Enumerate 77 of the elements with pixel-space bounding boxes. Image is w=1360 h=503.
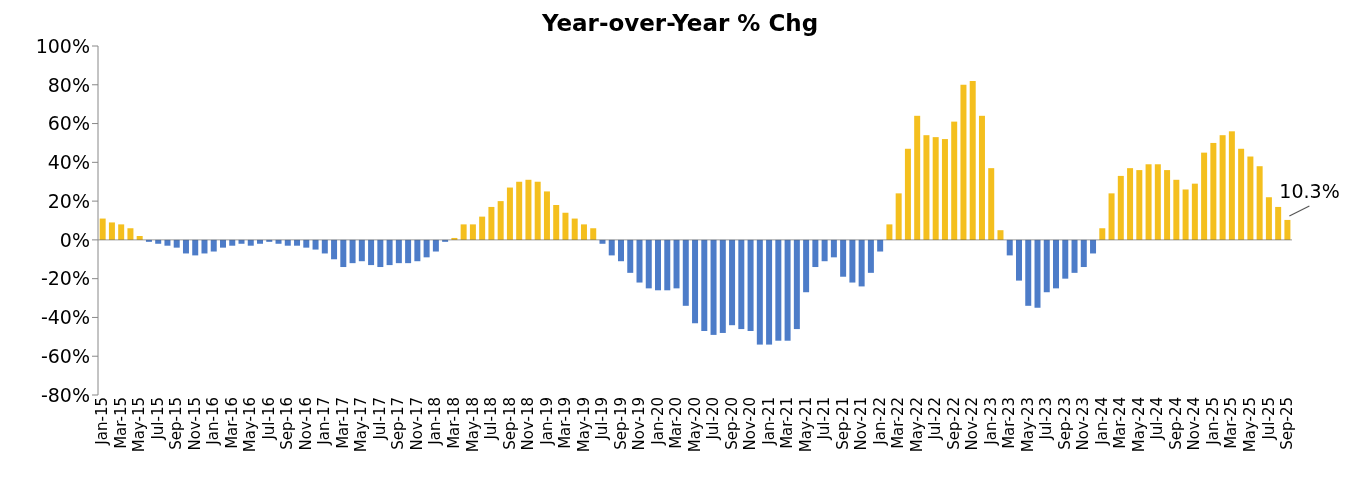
x-tick-label: Jan-19 xyxy=(537,397,556,446)
x-tick-label: May-19 xyxy=(574,397,593,453)
chart-title: Year-over-Year % Chg xyxy=(541,10,819,36)
x-tick-label: May-24 xyxy=(1129,397,1148,453)
x-tick-label: Jan-18 xyxy=(426,397,445,446)
x-tick-label: Sep-23 xyxy=(1055,397,1074,450)
x-tick-label: Nov-19 xyxy=(630,397,649,451)
x-tick-label: Nov-20 xyxy=(741,397,760,451)
y-tick-label: 80% xyxy=(47,73,90,96)
x-tick-label: Sep-20 xyxy=(722,397,741,450)
x-tick-label: Jul-23 xyxy=(1037,397,1056,441)
x-tick-label: Nov-23 xyxy=(1074,397,1093,451)
y-tick-label: -80% xyxy=(40,383,90,406)
x-tick-label: Jan-17 xyxy=(315,397,334,446)
y-tick-label: 100% xyxy=(35,34,90,57)
x-tick-label: Jan-24 xyxy=(1092,397,1111,446)
x-tick-label: Jan-20 xyxy=(648,397,667,446)
x-tick-label: Nov-18 xyxy=(519,397,538,451)
x-tick-label: Jul-19 xyxy=(593,397,612,441)
x-tick-label: Jan-16 xyxy=(204,397,223,446)
x-tick-label: Sep-24 xyxy=(1166,397,1185,450)
x-tick-label: Sep-17 xyxy=(389,397,408,450)
x-tick-label: Jul-24 xyxy=(1148,397,1167,441)
x-tick-label: Nov-24 xyxy=(1185,397,1204,451)
x-tick-label: Mar-22 xyxy=(889,397,908,449)
x-tick-label: Nov-16 xyxy=(296,397,315,451)
x-tick-label: Mar-20 xyxy=(667,397,686,449)
x-tick-label: Mar-18 xyxy=(445,397,463,449)
x-tick-label: Jul-21 xyxy=(815,397,834,441)
x-tick-label: Mar-19 xyxy=(556,397,575,449)
x-tick-label: May-21 xyxy=(796,397,815,453)
x-tick-label: Nov-17 xyxy=(407,397,426,451)
x-tick-label: May-25 xyxy=(1241,397,1259,453)
x-tick-label: Mar-25 xyxy=(1222,397,1241,449)
x-tick-label: Sep-15 xyxy=(167,397,186,450)
x-tick-label: Jan-25 xyxy=(1203,397,1222,446)
y-tick-label: 60% xyxy=(47,112,90,135)
x-tick-label: May-22 xyxy=(907,397,926,453)
x-tick-label: Nov-15 xyxy=(185,397,204,451)
x-tick-label: May-17 xyxy=(352,397,371,453)
x-tick-label: May-18 xyxy=(463,397,482,453)
x-tick-label: Sep-22 xyxy=(944,397,963,450)
x-tick-label: Mar-23 xyxy=(1000,397,1019,449)
x-tick-label: Jan-23 xyxy=(981,397,1000,446)
x-tick-label: May-23 xyxy=(1018,397,1037,453)
x-tick-label: Jul-17 xyxy=(370,397,389,441)
x-tick-label: Jan-15 xyxy=(93,397,112,446)
y-tick-label: -40% xyxy=(40,306,90,329)
x-tick-label: Sep-19 xyxy=(611,397,630,450)
x-tick-label: Jan-22 xyxy=(870,397,889,446)
x-tick-label: Jul-15 xyxy=(148,397,167,441)
x-tick-label: Jan-21 xyxy=(759,397,778,446)
x-tick-label: Jul-22 xyxy=(926,397,945,441)
x-tick-label: Sep-25 xyxy=(1278,397,1297,450)
x-tick-label: Sep-16 xyxy=(278,397,297,450)
y-tick-label: 0% xyxy=(59,228,90,251)
x-tick-label: May-20 xyxy=(685,397,704,453)
y-tick-label: -20% xyxy=(40,267,90,290)
x-tick-label: Nov-21 xyxy=(852,397,871,451)
x-tick-label: Mar-16 xyxy=(222,397,241,449)
x-tick-label: Jul-20 xyxy=(704,397,723,441)
x-tick-label: Mar-24 xyxy=(1111,397,1130,449)
y-tick-label: 40% xyxy=(47,151,90,174)
x-tick-label: Jul-25 xyxy=(1259,397,1278,441)
annotation: 10.3% xyxy=(1279,179,1340,202)
y-tick-label: -60% xyxy=(40,344,90,367)
x-tick-label: May-15 xyxy=(130,397,149,453)
x-tick-label: Sep-18 xyxy=(500,397,519,450)
x-tick-label: Jul-18 xyxy=(482,397,501,441)
x-tick-label: Mar-21 xyxy=(778,397,797,449)
x-tick-label: Jul-16 xyxy=(259,397,278,441)
x-tick-label: Mar-17 xyxy=(333,397,352,449)
x-tick-label: May-16 xyxy=(241,397,260,453)
x-tick-label: Nov-22 xyxy=(963,397,982,451)
y-tick-label: 20% xyxy=(47,189,90,212)
x-tick-label: Mar-15 xyxy=(111,397,130,449)
x-tick-label: Sep-21 xyxy=(833,397,852,450)
